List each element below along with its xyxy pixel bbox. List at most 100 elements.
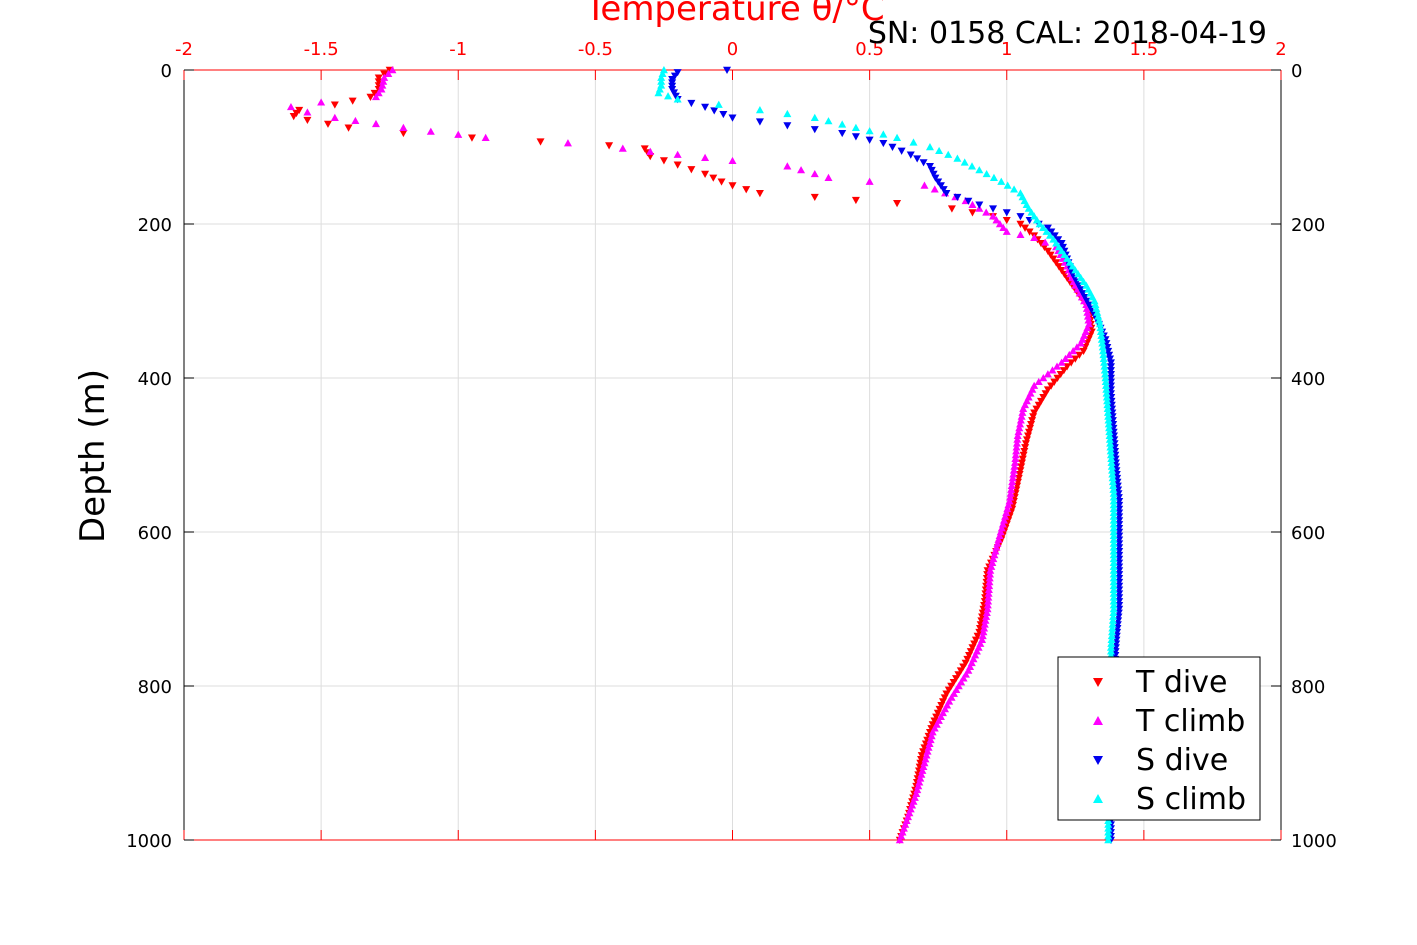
data-point — [1106, 374, 1115, 382]
data-point — [961, 659, 970, 667]
data-point — [426, 127, 435, 135]
data-point — [906, 151, 915, 159]
data-point — [919, 762, 928, 771]
data-point — [1109, 485, 1118, 493]
data-point — [1018, 455, 1027, 463]
data-point — [865, 127, 874, 135]
data-point — [965, 652, 974, 660]
data-point — [1109, 593, 1118, 601]
data-point — [1109, 489, 1118, 497]
data-point — [1067, 359, 1076, 367]
data-point — [964, 197, 973, 205]
data-point — [995, 531, 1004, 540]
data-point — [1106, 451, 1115, 459]
legend-marker — [1093, 716, 1103, 725]
data-point — [1100, 362, 1109, 370]
x-tick-label: -1 — [449, 39, 467, 60]
data-point — [1109, 501, 1118, 509]
data-point — [987, 562, 996, 570]
data-point — [1108, 470, 1117, 478]
y-tick-label-left: 200 — [138, 215, 172, 236]
data-point — [1029, 413, 1038, 421]
data-point — [968, 209, 977, 217]
data-point — [942, 690, 951, 698]
data-point — [989, 205, 998, 213]
data-point — [851, 123, 860, 131]
data-point — [851, 133, 860, 141]
data-point — [1075, 351, 1084, 359]
data-point — [935, 146, 944, 155]
data-point — [990, 551, 999, 559]
data-point — [657, 77, 666, 85]
data-point — [1109, 605, 1118, 613]
data-point — [810, 169, 819, 178]
data-point — [1105, 431, 1114, 439]
data-point — [1109, 601, 1118, 609]
data-point — [1108, 620, 1117, 628]
data-point — [1093, 308, 1102, 316]
data-point — [1103, 404, 1112, 412]
data-point — [956, 667, 965, 675]
data-point — [994, 535, 1003, 543]
data-point — [1109, 597, 1118, 605]
data-point — [1109, 493, 1118, 501]
x-tick-label: -2 — [175, 39, 193, 60]
data-point — [1101, 377, 1110, 386]
legend-label: T dive — [1135, 665, 1227, 700]
data-point — [954, 671, 963, 679]
data-point — [1104, 832, 1113, 840]
data-point — [1015, 471, 1024, 479]
data-point — [1102, 381, 1111, 389]
data-point — [1106, 363, 1115, 371]
data-point — [1106, 359, 1115, 367]
data-point — [925, 163, 934, 171]
data-point — [1039, 394, 1048, 402]
data-point — [728, 114, 737, 122]
data-point — [366, 93, 375, 101]
data-point — [1007, 481, 1016, 489]
data-point — [1109, 551, 1118, 559]
data-point — [1109, 589, 1118, 597]
data-point — [920, 181, 929, 189]
data-point — [985, 578, 994, 586]
data-point — [942, 190, 951, 198]
data-point — [983, 601, 992, 609]
data-point — [989, 212, 998, 220]
data-point — [923, 747, 932, 755]
data-point — [1008, 477, 1017, 486]
data-point — [992, 543, 1001, 551]
data-point — [1034, 401, 1043, 409]
data-point — [913, 785, 922, 794]
data-point — [810, 113, 819, 121]
data-point — [1108, 624, 1117, 632]
data-point — [984, 593, 993, 601]
data-point — [1109, 585, 1118, 593]
data-point — [378, 81, 387, 89]
data-point — [723, 66, 732, 74]
data-point — [909, 138, 918, 146]
data-point — [1057, 240, 1066, 248]
data-point — [995, 220, 1004, 228]
data-point — [968, 162, 977, 170]
data-point — [851, 196, 860, 205]
data-point — [323, 120, 332, 128]
data-point — [1107, 458, 1116, 466]
data-point — [1071, 355, 1080, 363]
data-point — [879, 139, 888, 148]
data-point — [978, 631, 987, 640]
data-point — [971, 636, 980, 644]
data-point — [380, 73, 389, 81]
data-point — [997, 524, 1006, 532]
data-point — [980, 620, 989, 628]
y-tick-label-left: 1000 — [126, 831, 172, 852]
data-point — [1056, 370, 1065, 379]
data-point — [1050, 378, 1059, 386]
data-point — [755, 118, 764, 126]
data-point — [1109, 547, 1118, 555]
data-point — [1104, 820, 1113, 828]
data-point — [1007, 485, 1016, 493]
data-point — [1090, 297, 1099, 305]
data-point — [932, 713, 941, 721]
data-point — [963, 655, 972, 664]
data-point — [1076, 339, 1085, 347]
